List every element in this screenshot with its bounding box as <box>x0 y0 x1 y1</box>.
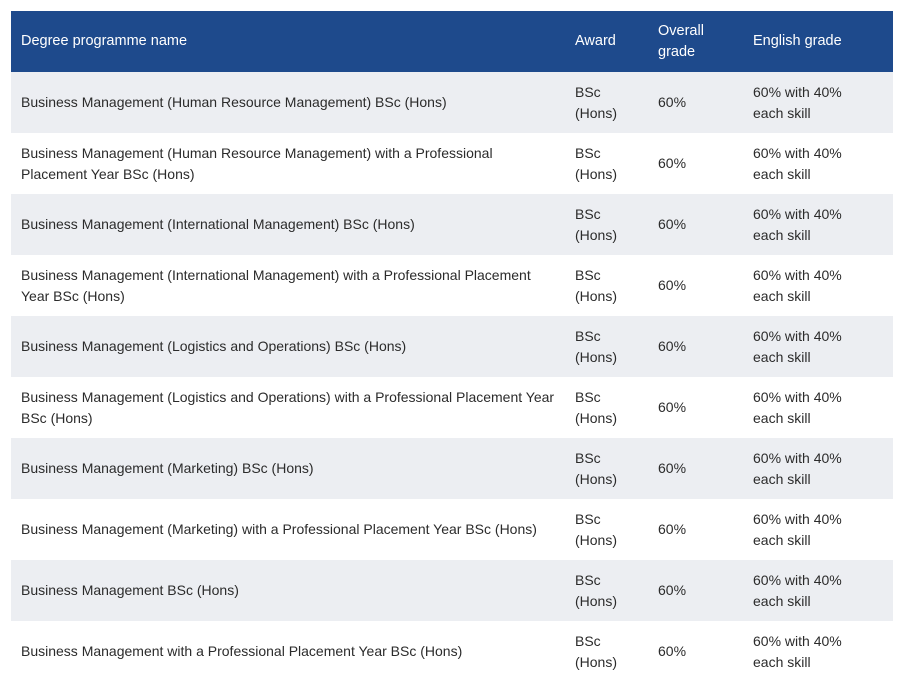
table-row: Business Management (Logistics and Opera… <box>11 316 893 377</box>
overall-grade-cell: 60% <box>658 94 687 110</box>
column-header-overall-grade: Overall grade <box>658 22 704 60</box>
table-row: Business Management (International Manag… <box>11 255 893 316</box>
degree-requirements-table-container: Degree programme name Award Overall grad… <box>11 11 893 682</box>
programme-name-cell: Business Management (Marketing) with a P… <box>21 521 537 537</box>
award-cell: BSc (Hons) <box>575 205 618 243</box>
programme-name-cell: Business Management BSc (Hons) <box>21 582 239 598</box>
award-cell: BSc (Hons) <box>575 327 618 365</box>
overall-grade-cell: 60% <box>658 216 687 232</box>
programme-name-cell: Business Management (Human Resource Mana… <box>21 94 447 110</box>
table-row: Business Management (Human Resource Mana… <box>11 133 893 194</box>
header-row: Degree programme name Award Overall grad… <box>11 11 893 72</box>
award-cell: BSc (Hons) <box>575 449 618 487</box>
english-grade-cell: 60% with 40% each skill <box>753 449 842 487</box>
programme-name-cell: Business Management (Human Resource Mana… <box>21 144 493 182</box>
table-header: Degree programme name Award Overall grad… <box>11 11 893 72</box>
programme-name-cell: Business Management (International Manag… <box>21 216 415 232</box>
english-grade-cell: 60% with 40% each skill <box>753 388 842 426</box>
overall-grade-cell: 60% <box>658 460 687 476</box>
overall-grade-cell: 60% <box>658 399 687 415</box>
overall-grade-cell: 60% <box>658 338 687 354</box>
programme-name-cell: Business Management (International Manag… <box>21 266 531 304</box>
award-cell: BSc (Hons) <box>575 83 618 121</box>
english-grade-cell: 60% with 40% each skill <box>753 632 842 670</box>
award-cell: BSc (Hons) <box>575 632 618 670</box>
award-cell: BSc (Hons) <box>575 571 618 609</box>
programme-name-cell: Business Management (Logistics and Opera… <box>21 388 555 426</box>
table-row: Business Management (International Manag… <box>11 194 893 255</box>
column-header-programme-name: Degree programme name <box>21 33 188 49</box>
english-grade-cell: 60% with 40% each skill <box>753 327 842 365</box>
programme-name-cell: Business Management (Logistics and Opera… <box>21 338 407 354</box>
column-header-award: Award <box>575 33 616 49</box>
overall-grade-cell: 60% <box>658 155 687 171</box>
overall-grade-cell: 60% <box>658 582 687 598</box>
english-grade-cell: 60% with 40% each skill <box>753 144 842 182</box>
table-row: Business Management with a Professional … <box>11 621 893 682</box>
english-grade-cell: 60% with 40% each skill <box>753 83 842 121</box>
award-cell: BSc (Hons) <box>575 388 618 426</box>
programme-name-cell: Business Management with a Professional … <box>21 643 463 659</box>
overall-grade-cell: 60% <box>658 643 687 659</box>
overall-grade-cell: 60% <box>658 521 687 537</box>
table-row: Business Management (Logistics and Opera… <box>11 377 893 438</box>
award-cell: BSc (Hons) <box>575 510 618 548</box>
table-row: Business Management (Human Resource Mana… <box>11 72 893 133</box>
english-grade-cell: 60% with 40% each skill <box>753 266 842 304</box>
overall-grade-cell: 60% <box>658 277 687 293</box>
award-cell: BSc (Hons) <box>575 144 618 182</box>
english-grade-cell: 60% with 40% each skill <box>753 571 842 609</box>
degree-requirements-table: Degree programme name Award Overall grad… <box>11 11 893 682</box>
table-row: Business Management (Marketing) BSc (Hon… <box>11 438 893 499</box>
table-row: Business Management BSc (Hons) BSc (Hons… <box>11 560 893 621</box>
award-cell: BSc (Hons) <box>575 266 618 304</box>
table-body: Business Management (Human Resource Mana… <box>11 72 893 682</box>
english-grade-cell: 60% with 40% each skill <box>753 510 842 548</box>
programme-name-cell: Business Management (Marketing) BSc (Hon… <box>21 460 314 476</box>
column-header-english-grade: English grade <box>753 33 842 49</box>
table-row: Business Management (Marketing) with a P… <box>11 499 893 560</box>
english-grade-cell: 60% with 40% each skill <box>753 205 842 243</box>
